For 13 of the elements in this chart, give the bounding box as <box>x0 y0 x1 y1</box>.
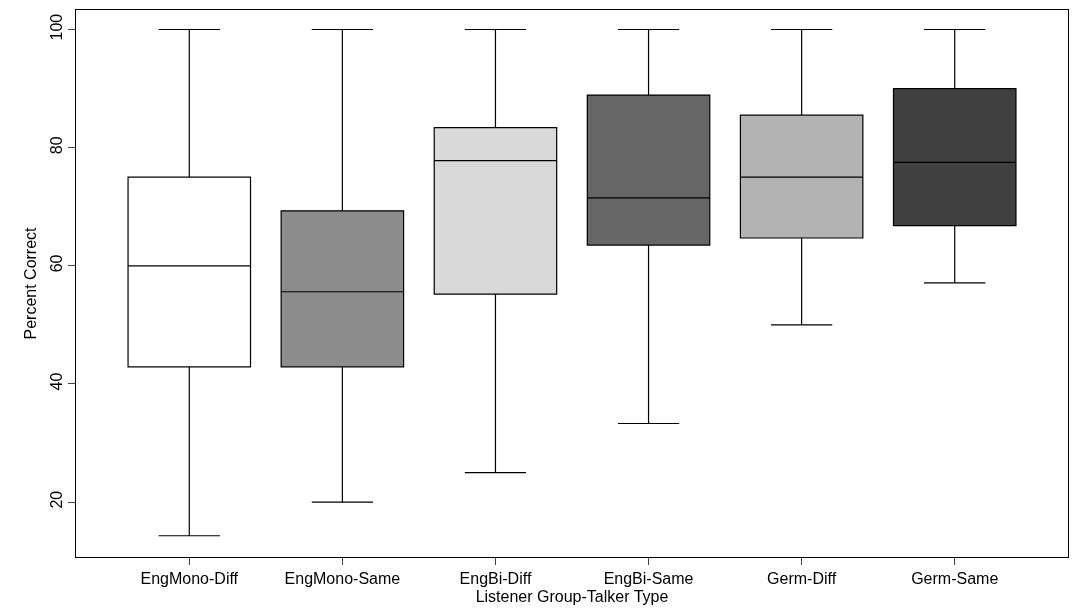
x-tick-label: EngBi-Same <box>603 570 694 588</box>
x-tick-label: Germ-Diff <box>767 570 837 588</box>
x-tick-label: EngMono-Same <box>284 570 401 588</box>
y-tick-label: 100 <box>47 13 65 41</box>
x-tick-label: EngMono-Diff <box>140 570 239 588</box>
y-tick-label: 20 <box>47 490 65 509</box>
x-tick-label: EngBi-Diff <box>459 570 532 588</box>
y-axis-title: Percent Correct <box>22 226 40 340</box>
x-tick-label: Germ-Same <box>911 570 999 588</box>
y-tick-label: 40 <box>47 372 65 391</box>
y-tick-label: 60 <box>47 254 65 273</box>
x-axis-title: Listener Group-Talker Type <box>475 587 669 605</box>
y-tick-label: 80 <box>47 136 65 155</box>
